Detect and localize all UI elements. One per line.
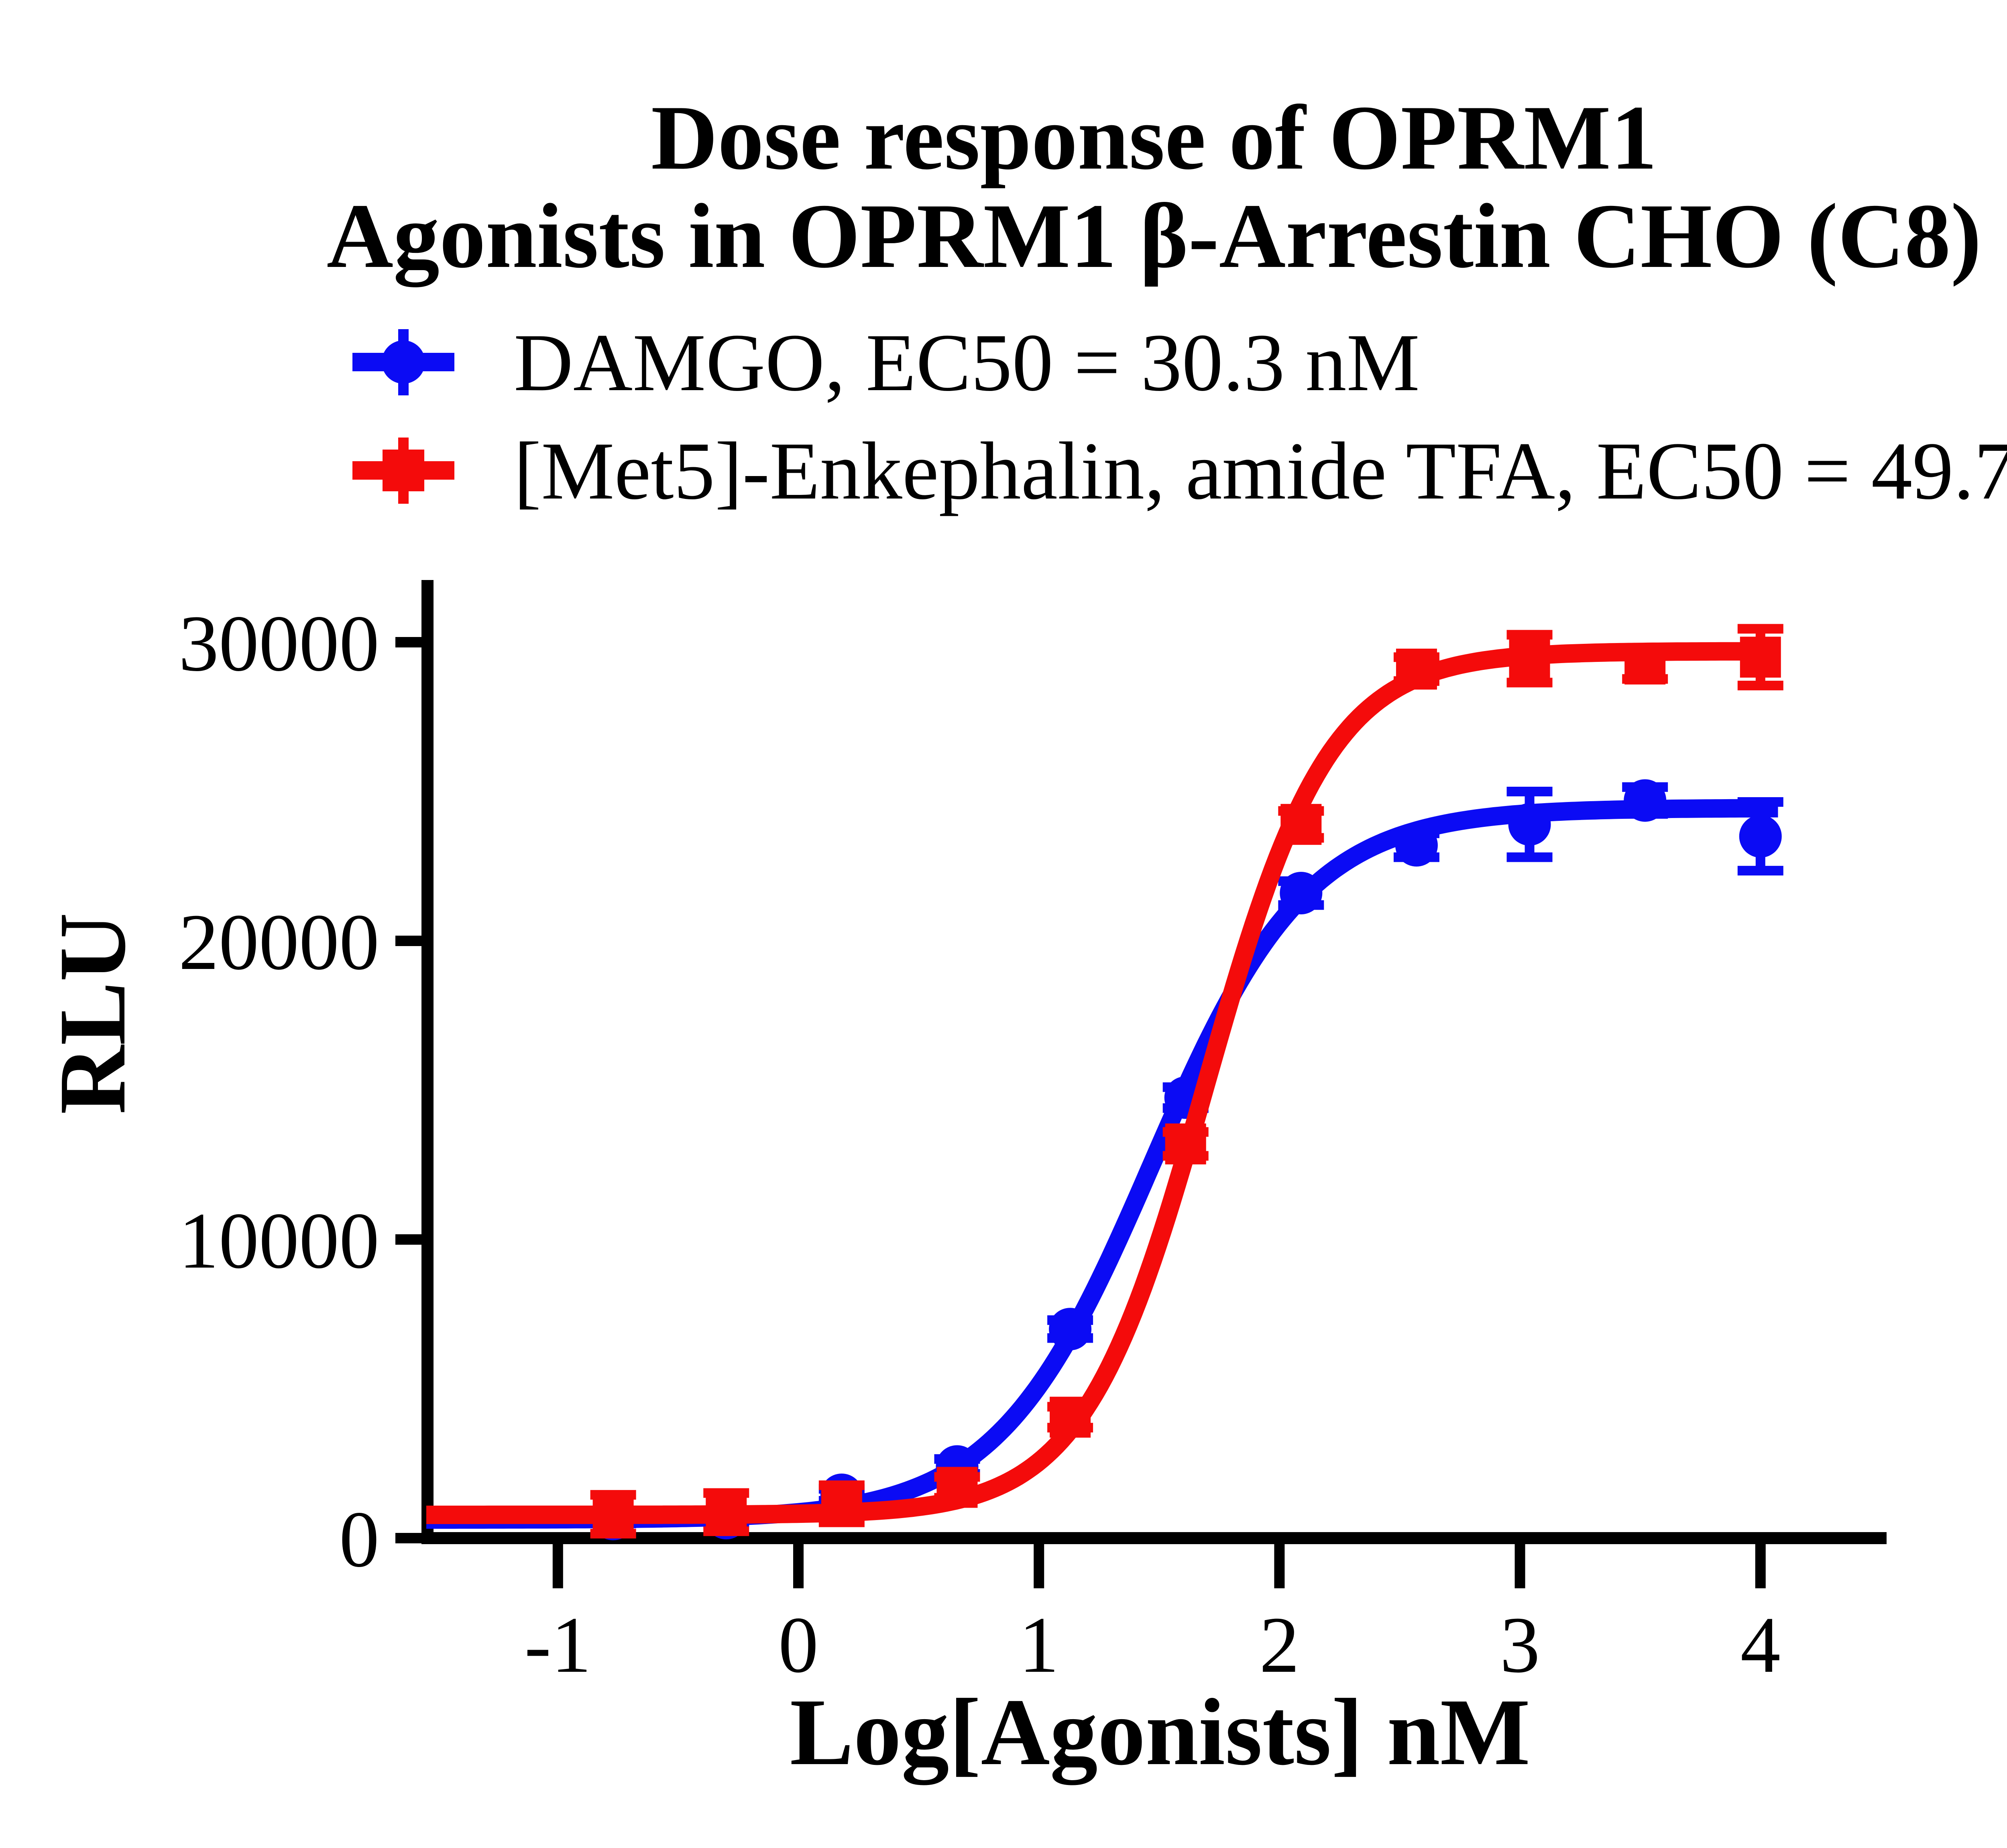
chart-title-line2: Agonists in OPRM1 β-Arrestin CHO (C8) <box>327 185 1981 287</box>
fit-curve <box>426 799 1778 1529</box>
legend-item-met5-enkephalin: [Met5]-Enkephalin, amide TFA, EC50 = 49.… <box>352 425 2007 517</box>
legend-square-marker-icon <box>383 450 424 491</box>
fit-curve <box>426 642 1778 1524</box>
legend-item-damgo: DAMGO, EC50 = 30.3 nM <box>352 317 1420 408</box>
data-point-met5-6 <box>1280 804 1322 845</box>
data-point-damgo-6 <box>1280 871 1323 914</box>
y-tick-label: 30000 <box>179 599 379 688</box>
data-point-met5-7 <box>1396 648 1437 690</box>
data-point-met5-4 <box>1050 1396 1091 1438</box>
x-tick-label: 0 <box>778 1601 818 1689</box>
data-point-damgo-9 <box>1624 779 1667 822</box>
data-point-damgo-10 <box>1739 815 1782 858</box>
data-point-met5-1 <box>706 1492 747 1533</box>
data-point-met5-2 <box>821 1483 862 1524</box>
chart-title-line1: Dose response of OPRM1 <box>651 86 1657 189</box>
y-tick-label: 20000 <box>179 898 379 987</box>
legend-label-damgo: DAMGO, EC50 = 30.3 nM <box>514 317 1420 408</box>
plot-area <box>426 624 1783 1541</box>
series-damgo <box>426 779 1783 1541</box>
x-tick-label: -1 <box>524 1601 591 1689</box>
legend: DAMGO, EC50 = 30.3 nM [Met5]-Enkephalin,… <box>352 317 2007 517</box>
data-point-damgo-7 <box>1395 824 1438 867</box>
legend-circle-marker-icon <box>382 340 425 384</box>
data-point-damgo-4 <box>1049 1308 1092 1351</box>
x-tick-label: 3 <box>1500 1601 1540 1689</box>
series-met5-enkephalin <box>426 624 1783 1539</box>
y-tick-label: 0 <box>339 1495 379 1584</box>
y-axis-title: RLU <box>40 913 145 1115</box>
data-point-met5-5 <box>1165 1123 1206 1164</box>
legend-label-met5-enkephalin: [Met5]-Enkephalin, amide TFA, EC50 = 49.… <box>514 425 2007 517</box>
data-point-met5-3 <box>936 1467 978 1508</box>
data-point-damgo-8 <box>1508 803 1551 846</box>
data-point-met5-10 <box>1740 637 1781 678</box>
x-tick-label: 4 <box>1740 1601 1781 1689</box>
data-point-met5-0 <box>592 1494 634 1535</box>
y-tick-label: 10000 <box>179 1197 379 1285</box>
x-tick-label: 1 <box>1019 1601 1059 1689</box>
data-point-met5-9 <box>1624 643 1666 685</box>
x-axis-title: Log[Agonists] nM <box>790 1679 1531 1785</box>
axis-ticks: -1 0 1 2 3 4 0 10000 20000 30000 <box>179 599 1781 1689</box>
x-tick-label: 2 <box>1259 1601 1299 1689</box>
data-point-met5-8 <box>1509 638 1550 679</box>
